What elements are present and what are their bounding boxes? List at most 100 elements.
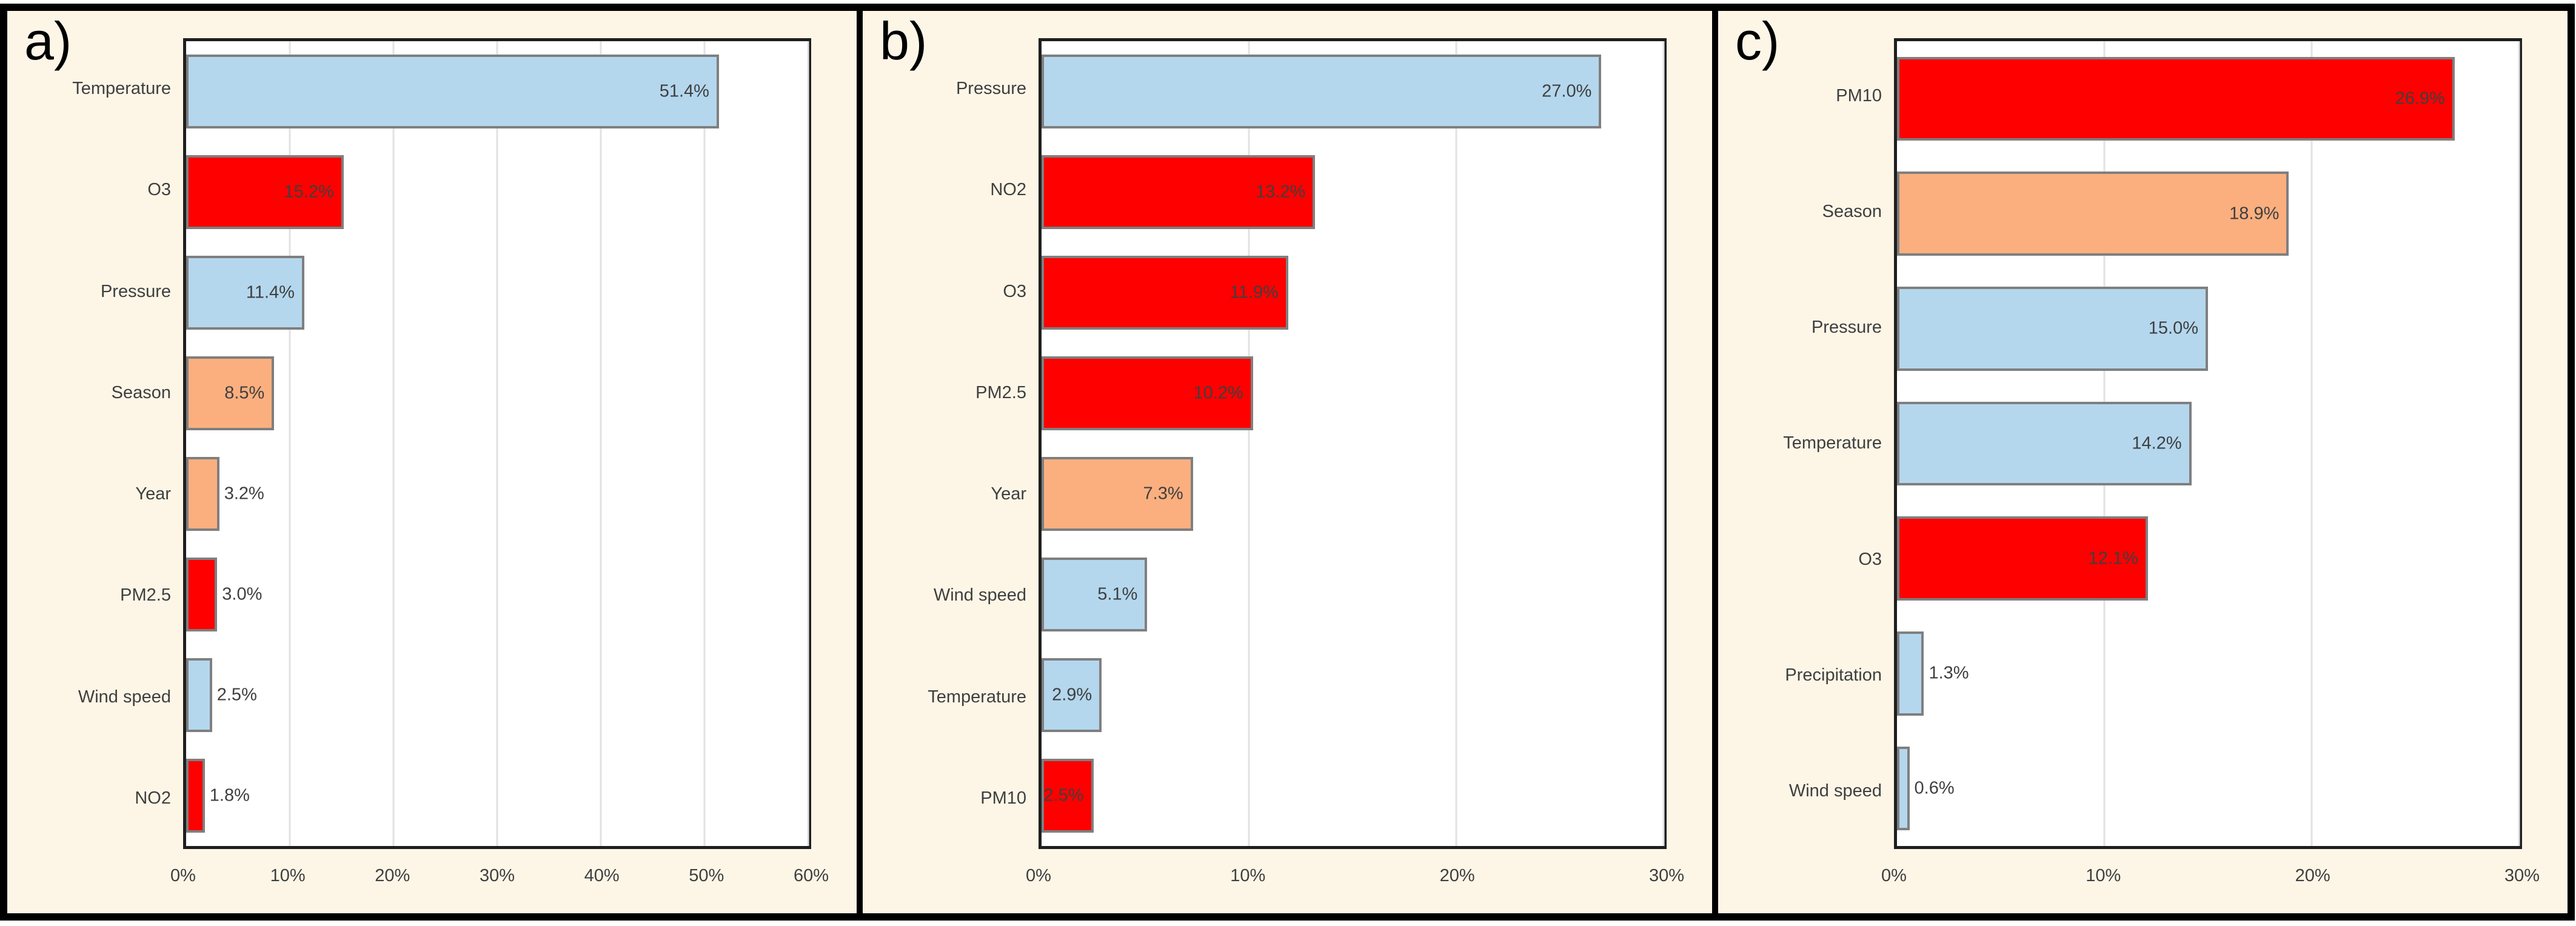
category-label: O3 — [147, 180, 171, 200]
panel-letter: a) — [24, 11, 72, 71]
bar-pm2-5: 10.2% — [1042, 356, 1253, 430]
bar-value-label: 2.5% — [216, 685, 257, 705]
bar-temperature: 2.9% — [1042, 658, 1102, 732]
bar-pressure: 27.0% — [1042, 55, 1602, 128]
bar-wind-speed: 2.5% — [186, 658, 257, 732]
category-label: Precipitation — [1785, 665, 1882, 685]
plot-area: 26.9% 18.9% 15.0% 14.2% 12.1% 1.3% 0.6% — [1894, 38, 2522, 849]
x-axis-tick-label: 20% — [1439, 865, 1475, 885]
x-axis-tick-label: 40% — [584, 865, 620, 885]
category-label: PM10 — [980, 788, 1026, 808]
bar-value-label: 10.2% — [1193, 383, 1243, 403]
bar-value-label: 1.3% — [1929, 663, 1969, 683]
x-axis-tick-label: 0% — [170, 865, 196, 885]
bar-value-label: 0.6% — [1914, 778, 1955, 798]
panel-a: a) Temperature O3 Pressure Season Year PM2.5 W… — [7, 11, 857, 913]
bar-value-label: 2.5% — [1043, 785, 1084, 805]
bar-precipitation: 1.3% — [1897, 631, 1969, 716]
bar-wind-speed: 5.1% — [1042, 558, 1148, 631]
x-axis-tick-label: 10% — [270, 865, 306, 885]
plot-area: 27.0% 13.2% 11.9% 10.2% 7.3% 5.1% 2.9% 2.5% — [1039, 38, 1667, 849]
category-label: NO2 — [135, 788, 171, 808]
plot-area: 51.4% 15.2% 11.4% 8.5% 3.2% 3.0% 2.5% 1.8% — [183, 38, 811, 849]
gridline — [392, 41, 395, 846]
category-label: Wind speed — [1788, 781, 1882, 801]
bar-wind-speed: 0.6% — [1897, 746, 1955, 831]
x-axis-tick-label: 10% — [1230, 865, 1266, 885]
bar-no2: 1.8% — [186, 759, 250, 833]
gridline — [2518, 41, 2520, 846]
bar-value-label: 1.8% — [209, 785, 250, 805]
gridline — [600, 41, 602, 846]
x-axis-tick-label: 30% — [479, 865, 515, 885]
y-axis-labels: PM10 Season Pressure Temperature O3 Precipita… — [1718, 38, 1882, 849]
bar-value-label: 15.0% — [2148, 318, 2198, 338]
x-axis-tick-label: 20% — [375, 865, 410, 885]
bar-value-label: 5.1% — [1097, 584, 1138, 604]
bar-value-label: 18.9% — [2229, 204, 2280, 224]
bar-value-label: 11.9% — [1229, 282, 1279, 302]
gridline — [807, 41, 809, 846]
bar-temperature: 51.4% — [186, 55, 719, 128]
bar-value-label: 26.9% — [2395, 88, 2445, 108]
category-label: PM2.5 — [975, 382, 1026, 402]
bar-pm10: 2.5% — [1042, 759, 1094, 833]
category-label: PM10 — [1836, 86, 1882, 106]
category-label: Pressure — [955, 79, 1026, 99]
bar-year: 3.2% — [186, 457, 264, 531]
panel-b: b) Pressure NO2 O3 PM2.5 Year Wind speed Tempe… — [857, 11, 1712, 913]
x-axis-tick-label: 50% — [689, 865, 724, 885]
bar-o3: 15.2% — [186, 155, 344, 229]
bar-value-label: 2.9% — [1052, 685, 1092, 705]
x-axis: 0% 10% 20% 30% — [1026, 859, 1684, 893]
bar-pressure: 11.4% — [186, 256, 304, 330]
bar-value-label: 12.1% — [2088, 548, 2138, 568]
category-label: Temperature — [928, 687, 1026, 707]
gridline — [2310, 41, 2313, 846]
category-label: NO2 — [990, 180, 1026, 200]
x-axis-tick-label: 0% — [1026, 865, 1051, 885]
category-label: Pressure — [100, 281, 171, 301]
bar-pressure: 15.0% — [1897, 287, 2208, 371]
gridline — [289, 41, 291, 846]
gridline — [1662, 41, 1665, 846]
bar-temperature: 14.2% — [1897, 401, 2192, 486]
category-label: O3 — [1003, 281, 1026, 301]
x-axis-tick-label: 30% — [2504, 865, 2540, 885]
category-label: Season — [111, 382, 171, 402]
category-label: Pressure — [1811, 318, 1882, 338]
figure-frame: a) Temperature O3 Pressure Season Year PM2.5 W… — [0, 4, 2575, 921]
category-label: PM2.5 — [120, 585, 171, 605]
x-axis-tick-label: 0% — [1881, 865, 1907, 885]
bar-value-label: 15.2% — [284, 182, 334, 202]
category-label: Temperature — [1783, 433, 1882, 453]
y-axis-labels: Temperature O3 Pressure Season Year PM2.5 Wind… — [7, 38, 171, 849]
category-label: Year — [991, 484, 1026, 504]
category-label: Wind speed — [933, 585, 1026, 605]
bar-value-label: 27.0% — [1542, 81, 1592, 101]
bar-value-label: 3.2% — [224, 484, 264, 504]
bar-season: 8.5% — [186, 356, 275, 430]
panel-c: c) PM10 Season Pressure Temperature O3 Precip… — [1712, 11, 2568, 913]
panel-letter: c) — [1735, 11, 1780, 71]
y-axis-labels: Pressure NO2 O3 PM2.5 Year Wind speed Temperat… — [863, 38, 1026, 849]
gridline — [496, 41, 498, 846]
gridline — [1248, 41, 1250, 846]
bar-o3: 11.9% — [1042, 256, 1288, 330]
bar-value-label: 8.5% — [224, 383, 265, 403]
category-label: Season — [1822, 202, 1882, 222]
x-axis-tick-label: 60% — [793, 865, 829, 885]
bar-no2: 13.2% — [1042, 155, 1316, 229]
x-axis-tick-label: 20% — [2295, 865, 2330, 885]
gridline — [1455, 41, 1457, 846]
bar-year: 7.3% — [1042, 457, 1193, 531]
category-label: Wind speed — [78, 687, 171, 707]
category-label: Temperature — [72, 79, 171, 99]
x-axis-tick-label: 30% — [1648, 865, 1685, 885]
bar-value-label: 14.2% — [2132, 433, 2182, 453]
bar-value-label: 51.4% — [659, 81, 709, 101]
bar-season: 18.9% — [1897, 172, 2289, 256]
bar-pm2-5: 3.0% — [186, 558, 262, 631]
bar-pm10: 26.9% — [1897, 56, 2455, 141]
category-label: O3 — [1858, 549, 1882, 569]
